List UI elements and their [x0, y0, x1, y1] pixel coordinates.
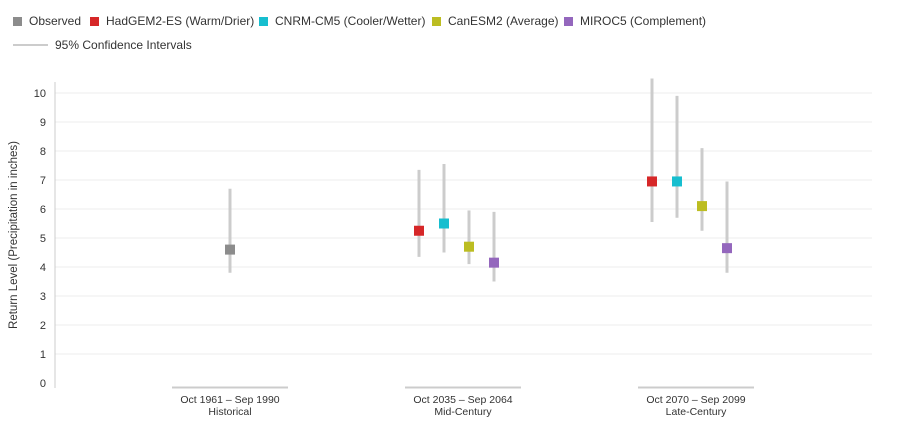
x-tick-period: Oct 2070 – Sep 2099: [646, 394, 745, 406]
x-tick-period: Oct 1961 – Sep 1990: [180, 394, 279, 406]
legend-swatch-icon: [432, 16, 441, 26]
legend-item-miroc5[interactable]: MIROC5 (Complement): [564, 14, 706, 28]
data-point-marker[interactable]: [647, 176, 657, 187]
legend-item-observed[interactable]: Observed: [13, 14, 81, 28]
y-tick-label: 9: [40, 117, 46, 129]
legend: Observed HadGEM2-ES (Warm/Drier) CNRM-CM…: [0, 0, 898, 60]
x-tick-period: Oct 2035 – Sep 2064: [413, 394, 512, 406]
legend-item-canesm2[interactable]: CanESM2 (Average): [432, 14, 559, 28]
y-tick-label: 1: [40, 349, 46, 361]
gridlines: [55, 92, 872, 355]
y-axis-title: Return Level (Precipitation in inches): [8, 141, 20, 329]
legend-label: CNRM-CM5 (Cooler/Wetter): [275, 14, 426, 28]
data-point-marker[interactable]: [439, 218, 449, 229]
confidence-intervals: [228, 78, 729, 282]
data-point-marker[interactable]: [697, 201, 707, 212]
data-point-marker[interactable]: [414, 225, 424, 236]
x-tick-name: Historical: [208, 406, 251, 418]
legend-swatch-icon: [90, 16, 99, 26]
data-point-marker[interactable]: [722, 243, 732, 254]
data-point-marker[interactable]: [672, 176, 682, 187]
x-tick-name: Mid-Century: [434, 406, 492, 418]
y-tick-label: 2: [40, 320, 46, 332]
legend-item-hadgem2-es[interactable]: HadGEM2-ES (Warm/Drier): [90, 14, 254, 28]
legend-label: HadGEM2-ES (Warm/Drier): [106, 14, 255, 28]
data-points: [225, 176, 732, 268]
y-tick-label: 7: [40, 175, 46, 187]
y-tick-label: 4: [40, 262, 46, 274]
legend-label: MIROC5 (Complement): [580, 14, 707, 28]
legend-item-confidence-intervals[interactable]: 95% Confidence Intervals: [13, 38, 192, 52]
legend-label: CanESM2 (Average): [448, 14, 559, 28]
y-tick-label: 10: [34, 88, 46, 100]
data-point-marker[interactable]: [464, 241, 474, 252]
y-tick-label: 0: [40, 378, 46, 390]
y-tick-label: 3: [40, 291, 46, 303]
y-tick-label: 5: [40, 233, 46, 245]
x-tick-name: Late-Century: [666, 406, 727, 418]
y-axis-ticks: 0 1 2 3 4 5 6 7 8 9 10: [34, 88, 46, 390]
y-tick-label: 8: [40, 146, 46, 158]
legend-line-icon: [13, 44, 48, 46]
legend-label: 95% Confidence Intervals: [55, 38, 192, 52]
legend-swatch-icon: [13, 16, 22, 26]
legend-swatch-icon: [564, 16, 573, 26]
legend-swatch-icon: [259, 16, 268, 26]
data-point-marker[interactable]: [489, 257, 499, 268]
y-tick-label: 6: [40, 204, 46, 216]
legend-item-cnrm-cm5[interactable]: CNRM-CM5 (Cooler/Wetter): [259, 14, 425, 28]
data-point-marker[interactable]: [225, 244, 235, 255]
legend-label: Observed: [29, 14, 82, 28]
